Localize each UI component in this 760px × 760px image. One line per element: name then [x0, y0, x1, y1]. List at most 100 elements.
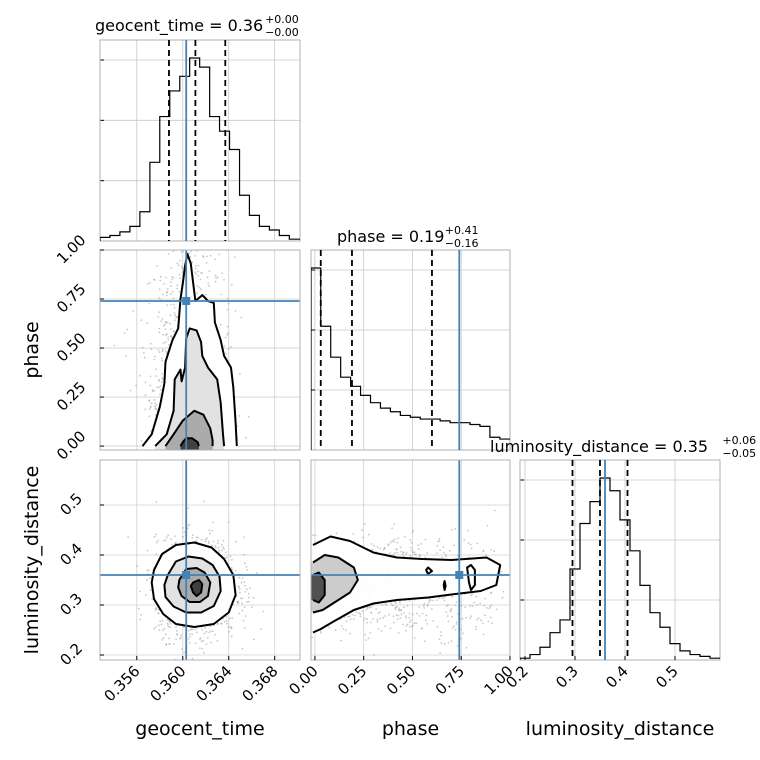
sample-point: [424, 556, 427, 559]
sample-point: [214, 544, 217, 547]
sample-point: [445, 605, 448, 607]
sample-point: [373, 654, 375, 656]
sample-point: [366, 621, 368, 624]
sample-point: [149, 589, 152, 592]
sample-point: [194, 642, 197, 644]
sample-point: [188, 642, 191, 644]
sample-point: [154, 405, 156, 408]
sample-point: [214, 633, 217, 636]
sample-point: [432, 599, 435, 602]
sample-point: [404, 615, 407, 617]
sample-point: [209, 532, 211, 535]
sample-point: [235, 540, 237, 543]
sample-point: [227, 626, 230, 629]
sample-point: [225, 556, 228, 559]
xtick-label-luminosity_distance-3: 0.5: [652, 662, 682, 692]
sample-point: [455, 623, 458, 625]
sample-point: [465, 646, 468, 649]
sample-point: [395, 614, 398, 616]
sample-point: [475, 625, 477, 628]
sample-point: [154, 355, 156, 358]
sample-point: [155, 501, 158, 503]
sample-point: [208, 529, 211, 532]
sample-point: [164, 341, 167, 344]
sample-point: [161, 318, 164, 320]
sample-point: [187, 524, 190, 527]
sample-point: [417, 548, 420, 550]
sample-point: [201, 647, 204, 650]
sample-point: [375, 608, 377, 610]
sample-point: [212, 630, 214, 633]
sample-point: [190, 250, 193, 253]
sample-point: [262, 610, 265, 613]
sample-point: [157, 608, 160, 611]
sample-point: [178, 290, 181, 293]
sample-point: [163, 283, 165, 285]
sample-point: [245, 565, 248, 568]
sample-point: [392, 540, 395, 543]
sample-point: [348, 615, 351, 618]
sample-point: [402, 552, 405, 554]
sample-point: [405, 624, 408, 627]
sample-point: [166, 321, 169, 324]
sample-point: [427, 601, 430, 604]
ytick-label-luminosity_distance-1: 0.3: [56, 589, 86, 619]
sample-point: [240, 581, 243, 584]
sample-point: [148, 399, 151, 402]
sample-point: [495, 608, 498, 611]
contour-line-0: [189, 579, 204, 597]
joint-phase-luminosity-distance: [310, 459, 511, 661]
sample-point: [161, 293, 164, 296]
sample-point: [157, 349, 160, 351]
sample-point: [471, 605, 474, 608]
joint-2-frame: [310, 459, 511, 661]
sample-point: [183, 651, 186, 654]
sample-point: [370, 605, 373, 608]
sample-point: [176, 316, 178, 319]
sample-point: [172, 297, 175, 300]
sample-point: [447, 603, 449, 606]
sample-point: [205, 643, 208, 645]
sample-point: [418, 555, 421, 558]
sample-point: [153, 627, 156, 630]
sample-point: [377, 612, 380, 615]
sample-point: [423, 602, 426, 605]
sample-point: [150, 402, 153, 405]
sample-point: [158, 297, 161, 299]
sample-point: [201, 272, 204, 275]
sample-point: [179, 277, 181, 280]
sample-point: [361, 529, 363, 532]
sample-point: [194, 267, 197, 270]
sample-point: [484, 614, 486, 617]
xtick-label-geocent_time-3: 0.368: [238, 662, 281, 705]
sample-point: [161, 357, 163, 360]
sample-point: [204, 627, 207, 629]
sample-point: [149, 375, 152, 378]
sample-point: [158, 327, 161, 330]
sample-point: [247, 592, 250, 595]
sample-point: [167, 336, 170, 339]
sample-point: [158, 386, 160, 389]
sample-point: [230, 567, 233, 569]
sample-point: [382, 616, 385, 619]
sample-point: [470, 547, 473, 550]
sample-point: [196, 285, 199, 288]
density-fill-0: [311, 572, 325, 603]
sample-point: [203, 500, 205, 503]
sample-point: [454, 628, 457, 631]
sample-point: [354, 614, 356, 617]
sample-point: [194, 265, 197, 267]
sample-point: [465, 616, 467, 619]
sample-point: [214, 546, 217, 549]
sample-point: [172, 643, 175, 646]
sample-point: [436, 599, 438, 601]
sample-point: [469, 617, 472, 619]
sample-point: [243, 553, 245, 556]
sample-point: [168, 626, 171, 629]
sample-point: [168, 343, 170, 346]
sample-point: [224, 551, 227, 554]
sample-point: [377, 628, 380, 630]
sample-point: [164, 328, 167, 330]
sample-point: [364, 617, 367, 619]
hist-step-geocent_time: [100, 57, 300, 241]
